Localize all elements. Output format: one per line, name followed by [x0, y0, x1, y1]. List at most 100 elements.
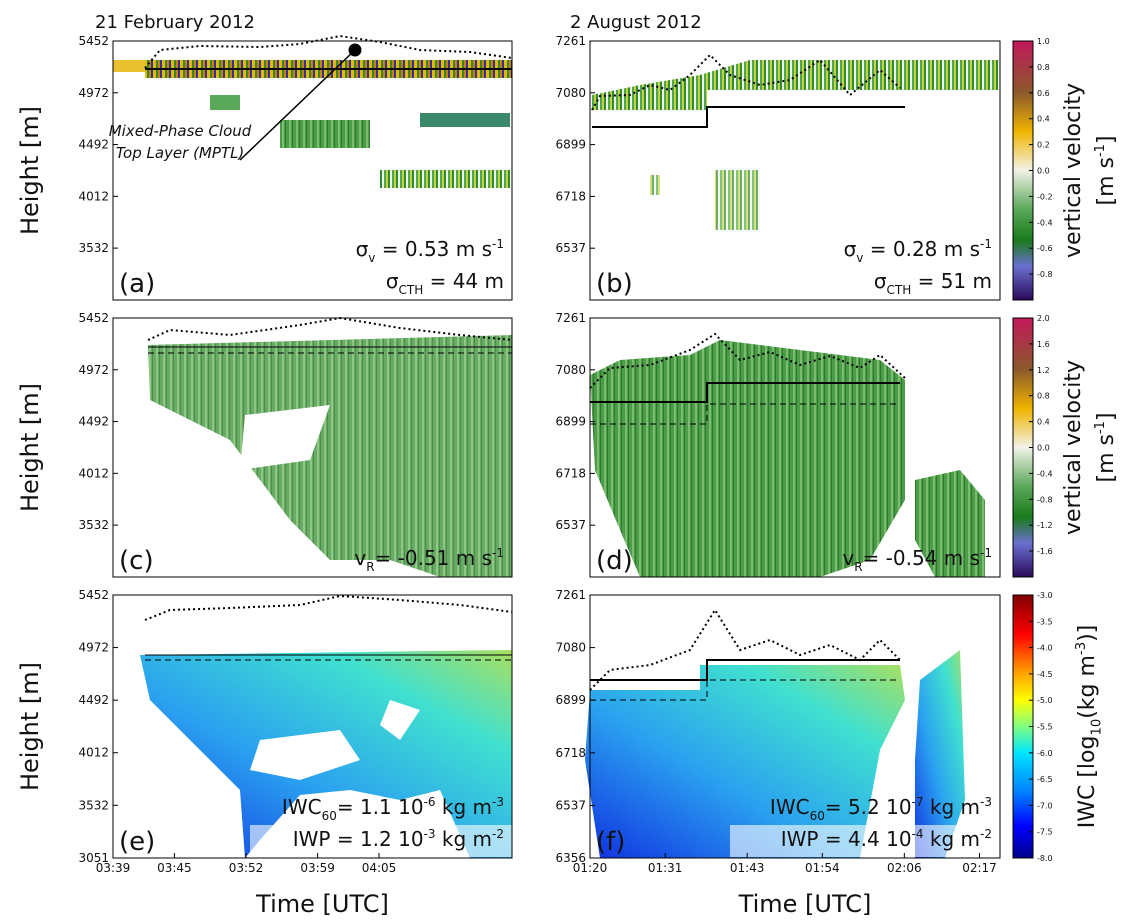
- panel-label: (c): [119, 546, 154, 576]
- annotation-part: = 44 m: [423, 269, 504, 293]
- colorbar-label: IWC [log10(kg m-3)]: [1074, 625, 1104, 829]
- annotation-part: -2: [980, 827, 992, 841]
- y-tick-label: 5452: [78, 311, 109, 325]
- annotation-part: -6: [424, 795, 436, 809]
- y-tick-label: 6356: [555, 851, 586, 865]
- x-tick-label: 01:54: [805, 861, 840, 875]
- annotation: vR= -0.54 m s-1: [842, 546, 992, 574]
- panel-label: (a): [119, 269, 155, 299]
- y-tick-label: 7261: [555, 34, 586, 48]
- annotation-part: IWP = 1.2 10: [293, 827, 424, 851]
- colorbar-tick-label: 0.0: [1037, 444, 1050, 453]
- panel-label: (e): [119, 827, 155, 857]
- label-backdrop: [730, 825, 990, 857]
- annotation-part: -2: [492, 827, 504, 841]
- colorbar-tick-label: 0.4: [1037, 418, 1050, 427]
- annotation-part: -1: [492, 546, 504, 560]
- y-tick-label: 4492: [78, 415, 109, 429]
- cloud-top-lines: [144, 34, 906, 701]
- y-tick-label: 7261: [555, 588, 586, 602]
- y-tick-label: 6537: [555, 241, 586, 255]
- annotation-part: kg m: [924, 827, 980, 851]
- colorbar-tick-label: -4.5: [1037, 670, 1053, 679]
- panel-title: 2 August 2012: [570, 12, 702, 33]
- y-tick-label: 4012: [78, 746, 109, 760]
- y-tick-label: 5452: [78, 34, 109, 48]
- annotation-part: 60: [322, 809, 337, 823]
- y-tick-label: 5452: [78, 588, 109, 602]
- plot-frame: [589, 594, 1001, 859]
- colorbar-tick-label: -6.5: [1037, 775, 1053, 784]
- x-axis-label: Time [UTC]: [255, 890, 389, 918]
- colorbar-label: [m s-1]: [1093, 412, 1119, 482]
- colorbar-label-part: [m s: [1094, 157, 1119, 205]
- panel-title: 21 February 2012: [95, 12, 255, 33]
- plot-frame: [112, 594, 513, 859]
- y-tick-label: 4972: [78, 641, 109, 655]
- annotation-part: σ: [844, 237, 857, 261]
- annotation-part: -3: [492, 795, 504, 809]
- x-axis-label: Time [UTC]: [738, 890, 872, 918]
- colorbar-tick-label: 0.4: [1037, 115, 1050, 124]
- plot-frame: [112, 40, 513, 301]
- annotation: IWC60= 5.2 10-7 kg m-3: [770, 795, 992, 823]
- y-tick-label: 6718: [555, 466, 586, 480]
- colorbar-label: vertical velocity: [1061, 83, 1086, 258]
- y-tick-label: 4012: [78, 189, 109, 203]
- annotation-part: IWP = 4.4 10: [781, 827, 912, 851]
- colorbar-label-part: 10: [1090, 719, 1105, 736]
- y-tick-label: 7080: [555, 363, 586, 377]
- annotation: σv = 0.28 m s-1: [844, 237, 992, 265]
- colorbar-label-part: (kg m: [1075, 655, 1100, 719]
- colorbar-tick-label: -5.0: [1037, 696, 1053, 705]
- annotation-part: -3: [424, 827, 436, 841]
- colorbar-tick-label: -1.6: [1037, 547, 1053, 556]
- colorbar-tick-label: 2.0: [1037, 314, 1050, 323]
- annotation-part: CTH: [887, 283, 912, 297]
- y-tick-label: 6537: [555, 798, 586, 812]
- annotation-part: -3: [980, 795, 992, 809]
- y-tick-label: 6899: [555, 138, 586, 152]
- annotation-part: σ: [386, 269, 399, 293]
- x-tick-label: 03:59: [300, 861, 335, 875]
- annotation: vR= -0.51 m s-1: [354, 546, 504, 574]
- annotation: σCTH = 51 m: [874, 269, 992, 297]
- y-tick-label: 6718: [555, 746, 586, 760]
- y-tick-label: 6537: [555, 518, 586, 532]
- colorbar-tick-label: -0.4: [1037, 469, 1053, 478]
- annotation-part: -4: [912, 827, 924, 841]
- annotation-part: = 0.53 m s: [375, 237, 492, 261]
- annotation-part: CTH: [399, 283, 424, 297]
- annotation-part: σ: [356, 237, 369, 261]
- panel-label: (f): [596, 827, 625, 857]
- y-tick-label: 3532: [78, 241, 109, 255]
- x-tick-label: 02:17: [962, 861, 997, 875]
- annotation-part: kg m: [436, 827, 492, 851]
- annotation-part: IWC: [770, 795, 810, 819]
- x-tick-label: 03:52: [229, 861, 264, 875]
- annotation-part: v: [842, 546, 854, 570]
- annotation-part: = 5.2 10: [825, 795, 912, 819]
- colorbar-tick-label: 0.8: [1037, 63, 1050, 72]
- x-tick-label: 03:45: [157, 861, 192, 875]
- y-tick-label: 4492: [78, 693, 109, 707]
- annotation-part: v: [856, 251, 863, 265]
- x-tick-label: 01:20: [573, 861, 608, 875]
- annotation-part: -1: [492, 237, 504, 251]
- colorbar-tick-label: -3.0: [1037, 591, 1053, 600]
- y-tick-label: 4972: [78, 363, 109, 377]
- y-tick-label: 7080: [555, 641, 586, 655]
- annotation: σv = 0.53 m s-1: [356, 237, 504, 265]
- annotation-part: -1: [980, 237, 992, 251]
- annotation-part: -7: [912, 795, 924, 809]
- colorbar-tick-label: 0.2: [1037, 141, 1050, 150]
- y-tick-label: 7080: [555, 86, 586, 100]
- colorbar-tick-label: 0.6: [1037, 89, 1050, 98]
- annotation-part: 60: [810, 809, 825, 823]
- colorbar-label-part: -1: [1093, 421, 1108, 434]
- colorbar-tick-label: -0.2: [1037, 192, 1053, 201]
- annotation-part: kg m: [436, 795, 492, 819]
- y-tick-label: 3051: [78, 851, 109, 865]
- colorbar-tick-label: -1.2: [1037, 521, 1053, 530]
- colorbar-label-part: [m s: [1094, 434, 1119, 482]
